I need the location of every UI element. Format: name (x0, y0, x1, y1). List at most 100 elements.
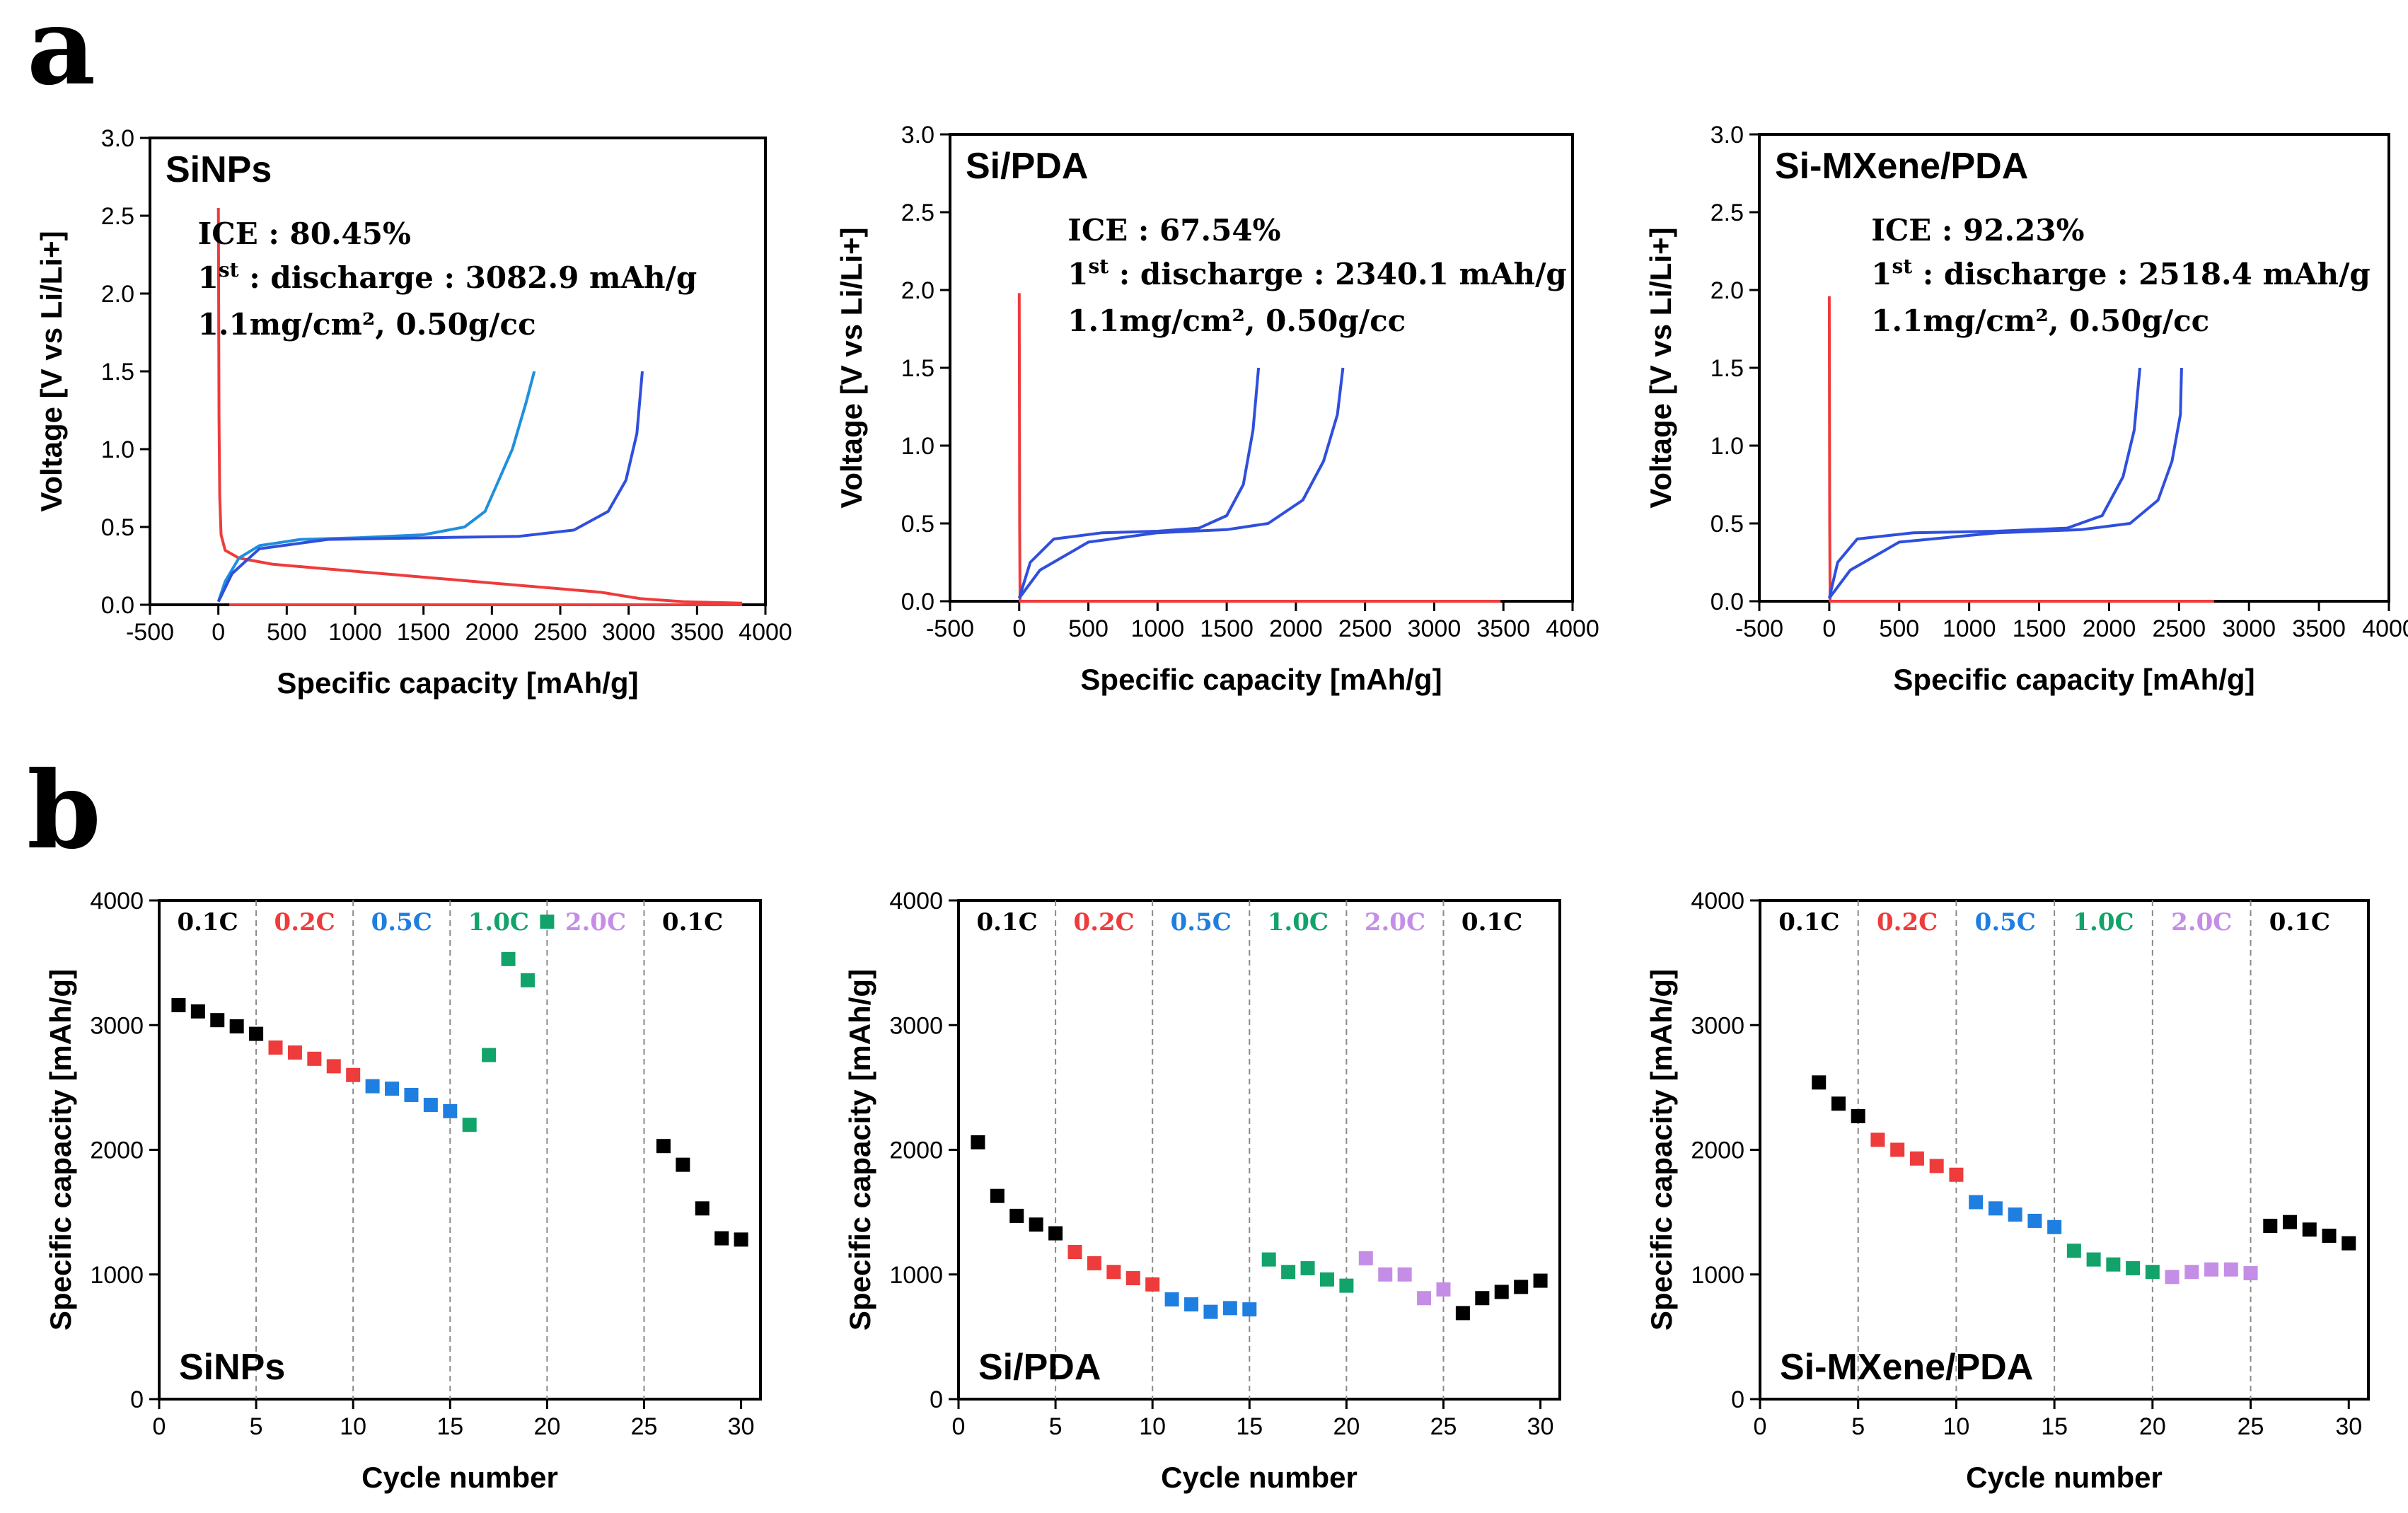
data-point (1164, 1292, 1179, 1306)
data-point (326, 1059, 341, 1074)
data-point (1067, 1245, 1082, 1260)
x-tick-label: 1500 (397, 619, 451, 646)
data-point (1048, 1226, 1063, 1241)
x-tick-label: 0 (212, 619, 225, 646)
x-tick-label: 4000 (2362, 615, 2408, 642)
rate-label: 0.2C (1074, 908, 1135, 937)
x-tick-label: 15 (436, 1413, 463, 1440)
data-point (365, 1079, 380, 1094)
y-tick-label: 4000 (90, 888, 144, 915)
chart-a3: -500 0 500 1000 1500 2000 2500 3000 3500 4000 0.0 0… (1644, 122, 2408, 696)
ice-annotation: ICE : 92.23% (1871, 213, 2084, 248)
rate-label: 0.5C (1975, 908, 2036, 937)
x-tick-label: 1000 (328, 619, 382, 646)
data-point (1203, 1304, 1218, 1319)
data-point (2243, 1265, 2258, 1280)
y-tick-label: 3.0 (1711, 122, 1744, 149)
data-point (1319, 1272, 1334, 1287)
curve-charge (1017, 367, 1261, 599)
sample-label: SiNPs (166, 149, 272, 190)
chart-b1: 0 5 10 15 20 25 30 0 1000 2000 3000 4000 Cycle numbe… (44, 888, 762, 1494)
data-point (268, 1040, 283, 1055)
data-point (1436, 1282, 1451, 1297)
rate-label: 1.0C (468, 908, 529, 937)
data-point (443, 1103, 458, 1118)
y-tick-label: 3.0 (101, 125, 134, 152)
rate-label: 0.5C (371, 908, 432, 937)
data-point (2302, 1222, 2317, 1237)
data-point (2342, 1236, 2356, 1251)
data-point (1455, 1306, 1470, 1321)
data-point (462, 1118, 477, 1132)
x-tick-label: 20 (533, 1413, 560, 1440)
data-point (520, 973, 535, 987)
data-point (990, 1188, 1005, 1203)
data-point (1222, 1301, 1237, 1316)
rate-label: 0.2C (274, 908, 335, 937)
x-tick-label: 4000 (1546, 615, 1599, 642)
data-point (229, 1019, 244, 1034)
x-tick-label: 0 (952, 1413, 966, 1440)
x-tick-label: 500 (1068, 615, 1109, 642)
y-tick-label: 0.0 (101, 592, 134, 619)
data-point (1009, 1208, 1024, 1223)
data-point (1890, 1142, 1905, 1157)
data-point (1831, 1096, 1846, 1111)
data-point (1417, 1291, 1432, 1306)
y-tick-label: 2.0 (1711, 277, 1744, 304)
x-tick-label: -500 (926, 615, 974, 642)
x-axis-label: Specific capacity [mAh/g] (1893, 663, 2254, 696)
data-point (2106, 1257, 2121, 1272)
data-point (2204, 1262, 2219, 1277)
y-axis-label: Specific capacity [mAh/g] (843, 969, 876, 1331)
rate-label: 1.0C (2073, 908, 2134, 937)
x-tick-label: 5 (250, 1413, 263, 1440)
data-point (676, 1157, 690, 1172)
ice-annotation: ICE : 67.54% (1067, 213, 1280, 248)
data-point (2126, 1260, 2141, 1275)
data-point (1087, 1256, 1101, 1270)
y-tick-label: 4000 (889, 888, 943, 915)
data-point (1184, 1297, 1199, 1312)
data-point (307, 1051, 322, 1066)
y-axis-label: Voltage [V vs Li/Li+] (35, 231, 68, 511)
data-point (404, 1087, 419, 1102)
y-tick-label: 1000 (889, 1262, 943, 1289)
data-point (1106, 1265, 1121, 1280)
y-tick-label: 0.0 (901, 589, 934, 615)
data-point (2008, 1207, 2022, 1222)
discharge-annotation: 1st : discharge : 2340.1 mAh/g (1067, 255, 1567, 291)
y-tick-label: 3000 (889, 1012, 943, 1039)
rate-label: 0.1C (1461, 908, 1522, 937)
charts-container: -500 0 500 1000 1500 2000 2500 3000 3500 4000 0.0 0… (35, 122, 2408, 1494)
data-point (249, 1026, 264, 1041)
y-tick-label: 3.0 (901, 122, 934, 149)
x-tick-label: 15 (1236, 1413, 1263, 1440)
loading-annotation: 1.1mg/cm², 0.50g/cc (1871, 303, 2209, 338)
x-tick-label: 30 (728, 1413, 755, 1440)
data-point (171, 998, 186, 1013)
data-point (501, 951, 516, 966)
data-point (2223, 1262, 2238, 1277)
data-point (1125, 1271, 1140, 1286)
y-tick-label: 4000 (1691, 888, 1744, 915)
x-tick-label: 500 (1879, 615, 1919, 642)
x-tick-label: -500 (126, 619, 174, 646)
rate-label: 0.1C (177, 908, 238, 937)
data-point (2263, 1219, 2278, 1234)
data-point (423, 1098, 438, 1113)
x-tick-label: 30 (1527, 1413, 1554, 1440)
curve-charge-B (216, 371, 644, 603)
data-point (1909, 1151, 1924, 1166)
y-tick-label: 0.5 (1711, 511, 1744, 538)
rate-label: 2.0C (565, 908, 626, 937)
x-tick-label: 15 (2041, 1413, 2068, 1440)
x-tick-label: 2500 (1338, 615, 1392, 642)
chart-b2: 0 5 10 15 20 25 30 0 1000 2000 3000 4000 Cycle numbe… (843, 888, 1561, 1494)
x-tick-label: 3500 (671, 619, 724, 646)
plot-frame (1759, 899, 2370, 1401)
y-tick-label: 2000 (90, 1137, 144, 1164)
plot-frame (949, 133, 1574, 603)
data-point (2066, 1244, 2081, 1258)
data-point (1514, 1280, 1529, 1294)
